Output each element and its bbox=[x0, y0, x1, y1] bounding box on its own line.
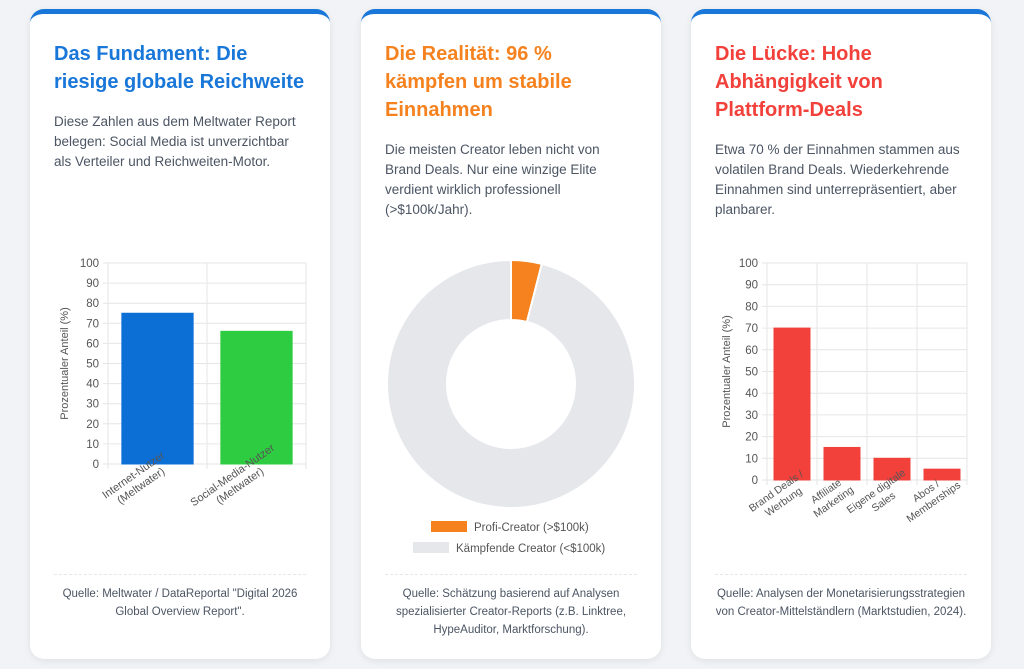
card-dependency-gap: Die Lücke: Hohe Abhängigkeit von Plattfo… bbox=[691, 9, 991, 659]
y-tick-label: 50 bbox=[745, 367, 758, 379]
y-tick-label: 80 bbox=[86, 298, 99, 310]
card-title: Die Realität: 96 % kämpfen um stabile Ei… bbox=[385, 43, 572, 121]
legend-label: Profi-Creator (>$100k) bbox=[474, 522, 589, 534]
y-tick-label: 50 bbox=[86, 359, 99, 371]
y-tick-label: 20 bbox=[745, 432, 758, 444]
y-tick-label: 70 bbox=[745, 323, 758, 335]
legend-label: Kämpfende Creator (<$100k) bbox=[456, 543, 605, 555]
legend-swatch bbox=[413, 542, 449, 553]
y-axis-title: Prozentualer Anteil (%) bbox=[59, 307, 71, 420]
y-tick-label: 40 bbox=[86, 379, 99, 391]
y-tick-label: 0 bbox=[752, 475, 758, 487]
card-source: Quelle: Schätzung basierend auf Analysen… bbox=[385, 574, 637, 639]
y-tick-label: 60 bbox=[745, 345, 758, 357]
y-tick-label: 100 bbox=[739, 258, 758, 270]
bar bbox=[873, 457, 911, 481]
card-description: Etwa 70 % der Einnahmen stammen aus vola… bbox=[715, 142, 960, 217]
y-tick-label: 60 bbox=[86, 338, 99, 350]
revenue-sources-bar-chart: 0 10 20 30 40 50 60 70 80 90 100 Prozentualer Antei… bbox=[721, 258, 968, 525]
y-tick-label: 10 bbox=[745, 453, 758, 465]
y-tick-label: 20 bbox=[86, 419, 99, 431]
bar bbox=[220, 330, 293, 465]
legend-swatch bbox=[431, 521, 467, 532]
donut-slice bbox=[386, 258, 636, 509]
reach-bar-chart: 0 10 20 30 40 50 60 70 80 90 100 Prozentualer Antei… bbox=[59, 258, 307, 509]
card-source: Quelle: Meltwater / DataReportal "Digita… bbox=[54, 574, 306, 621]
y-tick-label: 80 bbox=[745, 301, 758, 313]
y-axis-title: Prozentualer Anteil (%) bbox=[721, 315, 733, 428]
y-tick-label: 100 bbox=[80, 258, 99, 270]
y-tick-label: 30 bbox=[745, 410, 758, 422]
card-description: Diese Zahlen aus dem Meltwater Report be… bbox=[54, 114, 296, 169]
y-tick-label: 40 bbox=[745, 388, 758, 400]
y-tick-label: 30 bbox=[86, 399, 99, 411]
bar bbox=[923, 468, 961, 481]
y-tick-label: 90 bbox=[86, 278, 99, 290]
card-reality: Die Realität: 96 % kämpfen um stabile Ei… bbox=[361, 9, 661, 659]
card-source: Quelle: Analysen der Monetarisierungsstr… bbox=[715, 574, 967, 621]
bar bbox=[773, 327, 811, 481]
bar bbox=[121, 312, 194, 465]
card-global-reach: Das Fundament: Die riesige globale Reich… bbox=[30, 9, 330, 659]
y-tick-label: 70 bbox=[86, 318, 99, 330]
creator-income-donut-chart: Profi-Creator (>$100k) Kämpfende Creator … bbox=[386, 258, 636, 555]
y-tick-label: 0 bbox=[93, 459, 99, 471]
card-title: Die Lücke: Hohe Abhängigkeit von Plattfo… bbox=[715, 43, 883, 121]
card-title: Das Fundament: Die riesige globale Reich… bbox=[54, 43, 305, 93]
card-description: Die meisten Creator leben nicht von Bran… bbox=[385, 142, 600, 217]
bar bbox=[823, 446, 861, 481]
y-tick-label: 10 bbox=[86, 439, 99, 451]
y-tick-label: 90 bbox=[745, 280, 758, 292]
